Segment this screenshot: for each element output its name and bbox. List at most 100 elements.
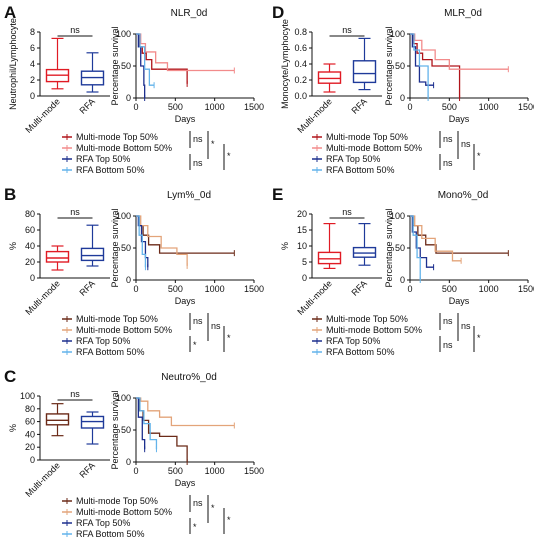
legend-entry: Multi-mode Bottom 50% xyxy=(326,325,422,335)
y-tick-label: 100 xyxy=(390,29,405,39)
y-axis-label: % xyxy=(8,242,18,250)
significance-label: * xyxy=(477,333,481,343)
panel-label: D xyxy=(272,3,284,22)
y-tick-label: 2 xyxy=(30,75,35,85)
boxplot: 0 5 10 15 20% Multi-mode RFA ns xyxy=(280,207,382,317)
x-tick-label: 500 xyxy=(168,102,183,112)
x-tick-label: 0 xyxy=(133,466,138,476)
km-series-1 xyxy=(410,215,462,262)
km-series-2 xyxy=(410,33,434,86)
x-tick-label: Multi-mode xyxy=(295,96,334,135)
panel-C: C 0 20 40 60 80 100% Multi-mode RFA ns Neutro%_0d 0… xyxy=(4,367,264,539)
y-tick-label: 40 xyxy=(25,241,35,251)
significance-label: ns xyxy=(193,158,203,168)
y-tick-label: 0.0 xyxy=(294,91,307,101)
km-series-0 xyxy=(410,215,509,254)
legend-entry: Multi-mode Bottom 50% xyxy=(76,143,172,153)
significance-label: * xyxy=(193,340,197,350)
y-tick-label: 40 xyxy=(25,429,35,439)
legend-entry: RFA Top 50% xyxy=(326,336,380,346)
y-tick-label: 100 xyxy=(20,391,35,401)
legend-entry: RFA Top 50% xyxy=(76,336,130,346)
chart-title: NLR_0d xyxy=(171,8,208,19)
panel-label: B xyxy=(4,185,16,204)
km-series-1 xyxy=(136,33,235,72)
km-series-3 xyxy=(136,397,158,450)
y-tick-label: 0.6 xyxy=(294,43,307,53)
legend-entry: Multi-mode Top 50% xyxy=(76,314,158,324)
y-tick-label: 20 xyxy=(297,209,307,219)
y-tick-label: 50 xyxy=(395,61,405,71)
legend-entry: Multi-mode Bottom 50% xyxy=(326,143,422,153)
significance-label: ns xyxy=(193,134,203,144)
x-axis-label: Days xyxy=(175,296,196,306)
x-tick-label: 1000 xyxy=(479,102,499,112)
panel-A: A 0 2 4 6 8 Neutrophil/Lymphocyte Multi-mode RFA… xyxy=(4,3,264,175)
y-tick-label: 50 xyxy=(121,243,131,253)
box-1: RFA xyxy=(77,224,105,298)
y-tick-label: 20 xyxy=(25,442,35,452)
legend-entry: RFA Top 50% xyxy=(326,154,380,164)
boxplot: 0 20 40 60 80% Multi-mode RFA ns xyxy=(8,207,110,317)
panel-label: E xyxy=(272,185,283,204)
y-tick-label: 80 xyxy=(25,404,35,414)
y-tick-label: 50 xyxy=(121,61,131,71)
km-series-0 xyxy=(410,33,461,98)
x-tick-label: RFA xyxy=(77,460,96,479)
significance-label: ns xyxy=(443,316,453,326)
legend-entry: Multi-mode Bottom 50% xyxy=(76,325,172,335)
x-tick-label: 0 xyxy=(133,284,138,294)
y-tick-label: 0.2 xyxy=(294,75,307,85)
boxplot: 0.0 0.2 0.4 0.6 0.8 Monocyte/Lymphocyte Multi-… xyxy=(280,19,382,135)
significance-label: * xyxy=(227,515,231,525)
km-series-3 xyxy=(410,33,429,98)
panel-D: D 0.0 0.2 0.4 0.6 0.8 Monocyte/Lymphocyte Multi… xyxy=(272,3,534,175)
km-series-1 xyxy=(410,33,509,70)
legend: Multi-mode Top 50%Multi-mode Bottom 50%R… xyxy=(62,496,172,539)
y-tick-label: 0 xyxy=(30,273,35,283)
y-tick-label: 0 xyxy=(30,455,35,465)
boxplot: 0 20 40 60 80 100% Multi-mode RFA ns xyxy=(8,389,110,499)
y-tick-label: 0.4 xyxy=(294,59,307,69)
panel-label: C xyxy=(4,367,16,386)
y-tick-label: 100 xyxy=(116,393,131,403)
x-tick-label: 1500 xyxy=(518,284,534,294)
km-series-2 xyxy=(136,215,149,268)
significance-brackets: ns ns * * xyxy=(189,313,231,352)
y-tick-label: 100 xyxy=(116,211,131,221)
x-tick-label: RFA xyxy=(349,96,368,115)
y-axis-label: Neutrophil/Lymphocyte xyxy=(8,18,18,110)
km-series-2 xyxy=(410,215,434,268)
box-1: RFA xyxy=(349,37,377,116)
significance-brackets: ns * * * xyxy=(189,495,231,534)
iqr-box xyxy=(80,247,105,262)
x-tick-label: 500 xyxy=(168,466,183,476)
significance-label: ns xyxy=(461,321,471,331)
box-1: RFA xyxy=(349,222,377,298)
legend-entry: RFA Top 50% xyxy=(76,154,130,164)
y-tick-label: 0 xyxy=(302,273,307,283)
x-tick-label: Multi-mode xyxy=(23,460,62,499)
km-plot: Mono%_0d050100050010001500DaysPercentage… xyxy=(384,190,534,306)
chart-title: Neutro%_0d xyxy=(161,372,217,383)
significance-label: ns xyxy=(193,316,203,326)
y-tick-label: 8 xyxy=(30,27,35,37)
y-tick-label: 0 xyxy=(126,275,131,285)
legend: Multi-mode Top 50%Multi-mode Bottom 50%R… xyxy=(62,132,172,175)
x-tick-label: 500 xyxy=(442,284,457,294)
x-axis-label: Days xyxy=(449,296,470,306)
significance-label: * xyxy=(211,503,215,513)
km-series-0 xyxy=(136,215,235,254)
y-tick-label: 100 xyxy=(116,29,131,39)
km-series-0 xyxy=(136,397,188,462)
km-series-3 xyxy=(136,215,147,268)
x-tick-label: 1500 xyxy=(518,102,534,112)
significance-label: ns xyxy=(211,321,221,331)
y-tick-label: 0 xyxy=(126,93,131,103)
significance-label: ns xyxy=(443,134,453,144)
y-axis-label: Percentage survival xyxy=(110,26,120,105)
